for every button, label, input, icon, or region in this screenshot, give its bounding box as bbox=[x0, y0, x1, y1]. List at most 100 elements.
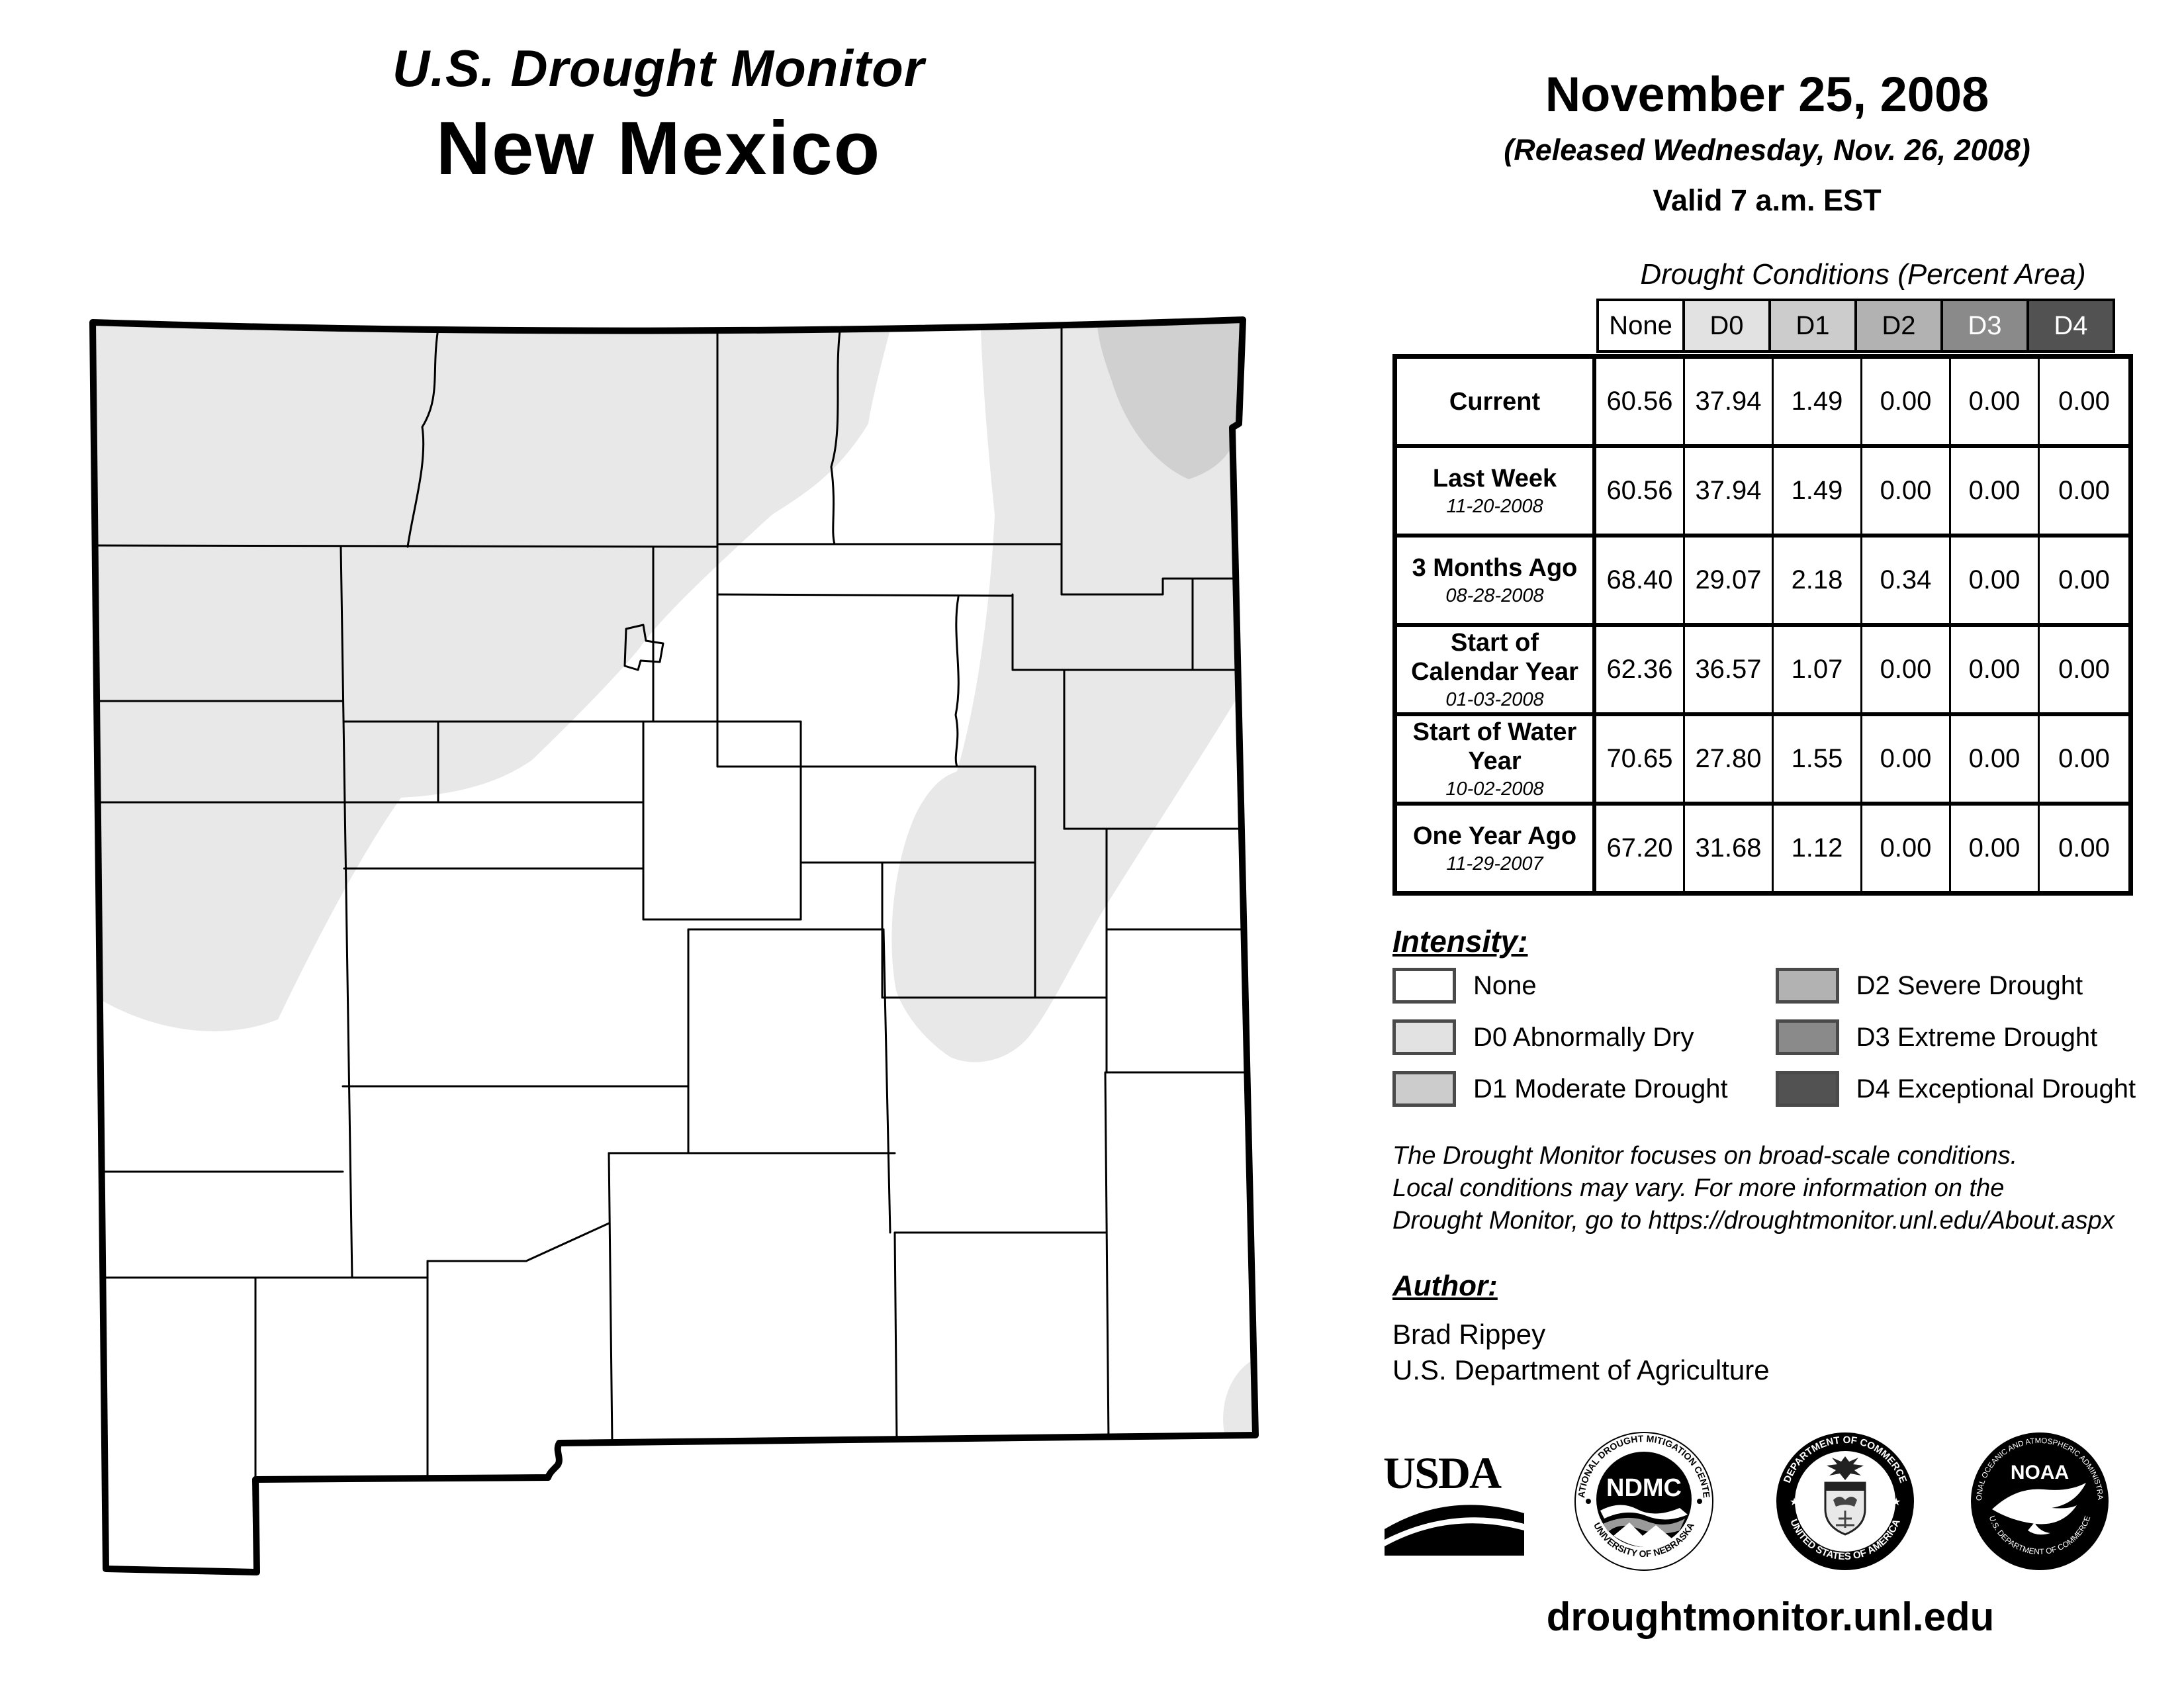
author-organization: U.S. Department of Agriculture bbox=[1392, 1354, 1770, 1385]
ndmc-logo-text: NDMC bbox=[1606, 1474, 1682, 1502]
table-row: Start of Calendar Year 01-03-2008 62.36 36.… bbox=[1397, 627, 2128, 716]
table-cell: 37.94 bbox=[1685, 448, 1774, 534]
table-cell: 0.00 bbox=[1951, 806, 2040, 891]
table-row: One Year Ago 11-29-2007 67.20 31.68 1.12 0.00… bbox=[1397, 806, 2128, 891]
new-mexico-drought-map bbox=[89, 316, 1259, 1575]
author-name: Brad Rippey bbox=[1392, 1319, 1546, 1350]
usda-logo: USDA bbox=[1383, 1448, 1525, 1559]
legend-swatch bbox=[1775, 1071, 1839, 1107]
disclaimer-text: The Drought Monitor focuses on broad-sca… bbox=[1392, 1140, 2115, 1237]
table-cell: 0.34 bbox=[1862, 538, 1951, 623]
table-cell: 60.56 bbox=[1596, 359, 1685, 444]
legend-swatch bbox=[1392, 968, 1456, 1004]
table-cell: 2.18 bbox=[1774, 538, 1862, 623]
legend-item: D2 Severe Drought bbox=[1775, 968, 2136, 1004]
drought-d1-region-northeast bbox=[1097, 320, 1243, 479]
table-cell: 27.80 bbox=[1685, 716, 1774, 802]
legend-item: D1 Moderate Drought bbox=[1392, 1071, 1728, 1107]
row-label: One Year Ago 11-29-2007 bbox=[1397, 806, 1596, 891]
table-cell: 68.40 bbox=[1596, 538, 1685, 623]
column-header-d0: D0 bbox=[1682, 299, 1771, 353]
map-date: November 25, 2008 bbox=[1545, 67, 1989, 122]
author-heading: Author: bbox=[1392, 1270, 1498, 1302]
table-cell: 0.00 bbox=[2058, 565, 2110, 594]
legend-heading: Intensity: bbox=[1392, 924, 1528, 959]
column-header-none: None bbox=[1596, 299, 1685, 353]
legend-swatch bbox=[1392, 1019, 1456, 1055]
legend-column-right: D2 Severe Drought D3 Extreme Drought D4 Ex… bbox=[1775, 968, 2136, 1107]
table-cell: 62.36 bbox=[1596, 627, 1685, 712]
table-cell: 70.65 bbox=[1596, 716, 1685, 802]
table-cell: 0.00 bbox=[2058, 655, 2110, 684]
legend-label: None bbox=[1473, 970, 1537, 1000]
table-row: Current 60.56 37.94 1.49 0.00 0.00 0.00 bbox=[1397, 359, 2128, 448]
table-cell: 1.55 bbox=[1774, 716, 1862, 802]
table-cell: 0.00 bbox=[1951, 359, 2040, 444]
legend-item: D0 Abnormally Dry bbox=[1392, 1019, 1728, 1055]
table-cell: 0.00 bbox=[1951, 448, 2040, 534]
svg-text:★: ★ bbox=[1790, 1497, 1799, 1508]
ndmc-logo: NATIONAL DROUGHT MITIGATION CENTER UNIVE… bbox=[1570, 1423, 1714, 1575]
table-cell: 0.00 bbox=[1862, 716, 1951, 802]
valid-time: Valid 7 a.m. EST bbox=[1653, 183, 1882, 217]
county-boundaries bbox=[93, 322, 1255, 1479]
table-cell: 60.56 bbox=[1596, 448, 1685, 534]
table-row: Last Week 11-20-2008 60.56 37.94 1.49 0.00 0.0… bbox=[1397, 448, 2128, 538]
legend-item: D4 Exceptional Drought bbox=[1775, 1071, 2136, 1107]
table-caption: Drought Conditions (Percent Area) bbox=[1640, 258, 2086, 291]
drought-conditions-table: Current 60.56 37.94 1.49 0.00 0.00 0.00 Last We… bbox=[1392, 354, 2133, 896]
table-cell: 1.12 bbox=[1774, 806, 1862, 891]
noaa-logo-text: NOAA bbox=[2011, 1462, 2069, 1483]
column-header-d4: D4 bbox=[2026, 299, 2115, 353]
table-cell: 31.68 bbox=[1685, 806, 1774, 891]
table-cell: 67.20 bbox=[1596, 806, 1685, 891]
drought-d0-region-west bbox=[93, 322, 890, 1031]
table-cell: 0.00 bbox=[1951, 627, 2040, 712]
disclaimer-line: Drought Monitor, go to https://droughtmo… bbox=[1392, 1207, 2115, 1235]
state-border bbox=[89, 316, 1259, 1575]
page-title: New Mexico bbox=[435, 107, 882, 191]
table-cell: 0.00 bbox=[2058, 387, 2110, 416]
row-label: Last Week 11-20-2008 bbox=[1397, 448, 1596, 534]
legend-label: D0 Abnormally Dry bbox=[1473, 1022, 1694, 1052]
legend-item: D3 Extreme Drought bbox=[1775, 1019, 2136, 1055]
legend-swatch bbox=[1775, 968, 1839, 1004]
svg-text:★: ★ bbox=[1891, 1497, 1901, 1508]
shield-icon bbox=[1824, 1481, 1866, 1536]
table-cell: 1.07 bbox=[1774, 627, 1862, 712]
table-cell: 29.07 bbox=[1685, 538, 1774, 623]
legend-swatch bbox=[1392, 1071, 1456, 1107]
table-cell: 1.49 bbox=[1774, 448, 1862, 534]
table-cell: 0.00 bbox=[1862, 806, 1951, 891]
release-block: November 25, 2008 (Released Wednesday, N… bbox=[1383, 66, 2151, 218]
table-cell: 0.00 bbox=[2058, 833, 2110, 863]
table-cell: 0.00 bbox=[1862, 448, 1951, 534]
table-cell: 0.00 bbox=[2058, 476, 2110, 505]
report-kicker: U.S. Drought Monitor bbox=[392, 39, 925, 97]
legend-label: D2 Severe Drought bbox=[1856, 970, 2083, 1000]
row-label: Start of Calendar Year 01-03-2008 bbox=[1397, 627, 1596, 712]
legend-item: None bbox=[1392, 968, 1728, 1004]
table-cell: 1.49 bbox=[1774, 359, 1862, 444]
table-cell: 0.00 bbox=[1862, 359, 1951, 444]
column-header-d1: D1 bbox=[1768, 299, 1857, 353]
seagull-icon bbox=[1992, 1483, 2086, 1524]
table-cell: 37.94 bbox=[1685, 359, 1774, 444]
row-label: Current bbox=[1397, 359, 1596, 444]
website-url: droughtmonitor.unl.edu bbox=[1546, 1595, 1995, 1639]
table-header-row: None D0 D1 D2 D3 D4 bbox=[1596, 299, 2115, 353]
released-date: (Released Wednesday, Nov. 26, 2008) bbox=[1504, 133, 2030, 167]
row-label: 3 Months Ago 08-28-2008 bbox=[1397, 538, 1596, 623]
legend-swatch bbox=[1775, 1019, 1839, 1055]
noaa-logo: NATIONAL OCEANIC AND ATMOSPHERIC ADMINIS… bbox=[1967, 1425, 2110, 1575]
table-cell: 0.00 bbox=[1862, 627, 1951, 712]
column-header-d3: D3 bbox=[1940, 299, 2029, 353]
table-cell: 0.00 bbox=[1951, 538, 2040, 623]
disclaimer-line: The Drought Monitor focuses on broad-sca… bbox=[1392, 1142, 2018, 1170]
table-row: Start of Water Year 10-02-2008 70.65 27.80 1… bbox=[1397, 716, 2128, 806]
drought-d0-region-southeast bbox=[1223, 1358, 1255, 1434]
title-block: U.S. Drought Monitor New Mexico bbox=[192, 38, 1125, 192]
table-row: 3 Months Ago 08-28-2008 68.40 29.07 2.18 0.34… bbox=[1397, 538, 2128, 627]
legend-label: D3 Extreme Drought bbox=[1856, 1022, 2098, 1052]
